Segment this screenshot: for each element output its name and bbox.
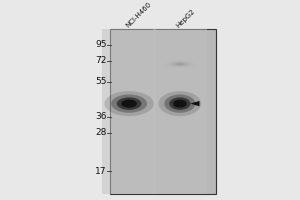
Ellipse shape xyxy=(169,97,190,110)
Ellipse shape xyxy=(164,94,195,113)
Bar xyxy=(153,29,207,194)
Ellipse shape xyxy=(175,63,184,65)
Text: 55: 55 xyxy=(95,77,107,86)
Ellipse shape xyxy=(172,62,187,66)
Text: 36: 36 xyxy=(95,112,107,121)
Ellipse shape xyxy=(121,100,137,108)
Ellipse shape xyxy=(104,91,154,116)
Ellipse shape xyxy=(117,97,141,110)
Text: HepG2: HepG2 xyxy=(176,8,197,29)
Ellipse shape xyxy=(158,91,201,116)
Text: NCI-H460: NCI-H460 xyxy=(125,1,152,29)
Text: 28: 28 xyxy=(95,128,107,137)
Bar xyxy=(102,29,156,194)
Text: 17: 17 xyxy=(95,167,107,176)
Polygon shape xyxy=(190,101,200,106)
Text: 72: 72 xyxy=(95,56,107,65)
Bar xyxy=(110,29,216,194)
Ellipse shape xyxy=(169,61,190,67)
Text: 95: 95 xyxy=(95,40,107,49)
Ellipse shape xyxy=(111,94,147,113)
Ellipse shape xyxy=(173,100,187,108)
